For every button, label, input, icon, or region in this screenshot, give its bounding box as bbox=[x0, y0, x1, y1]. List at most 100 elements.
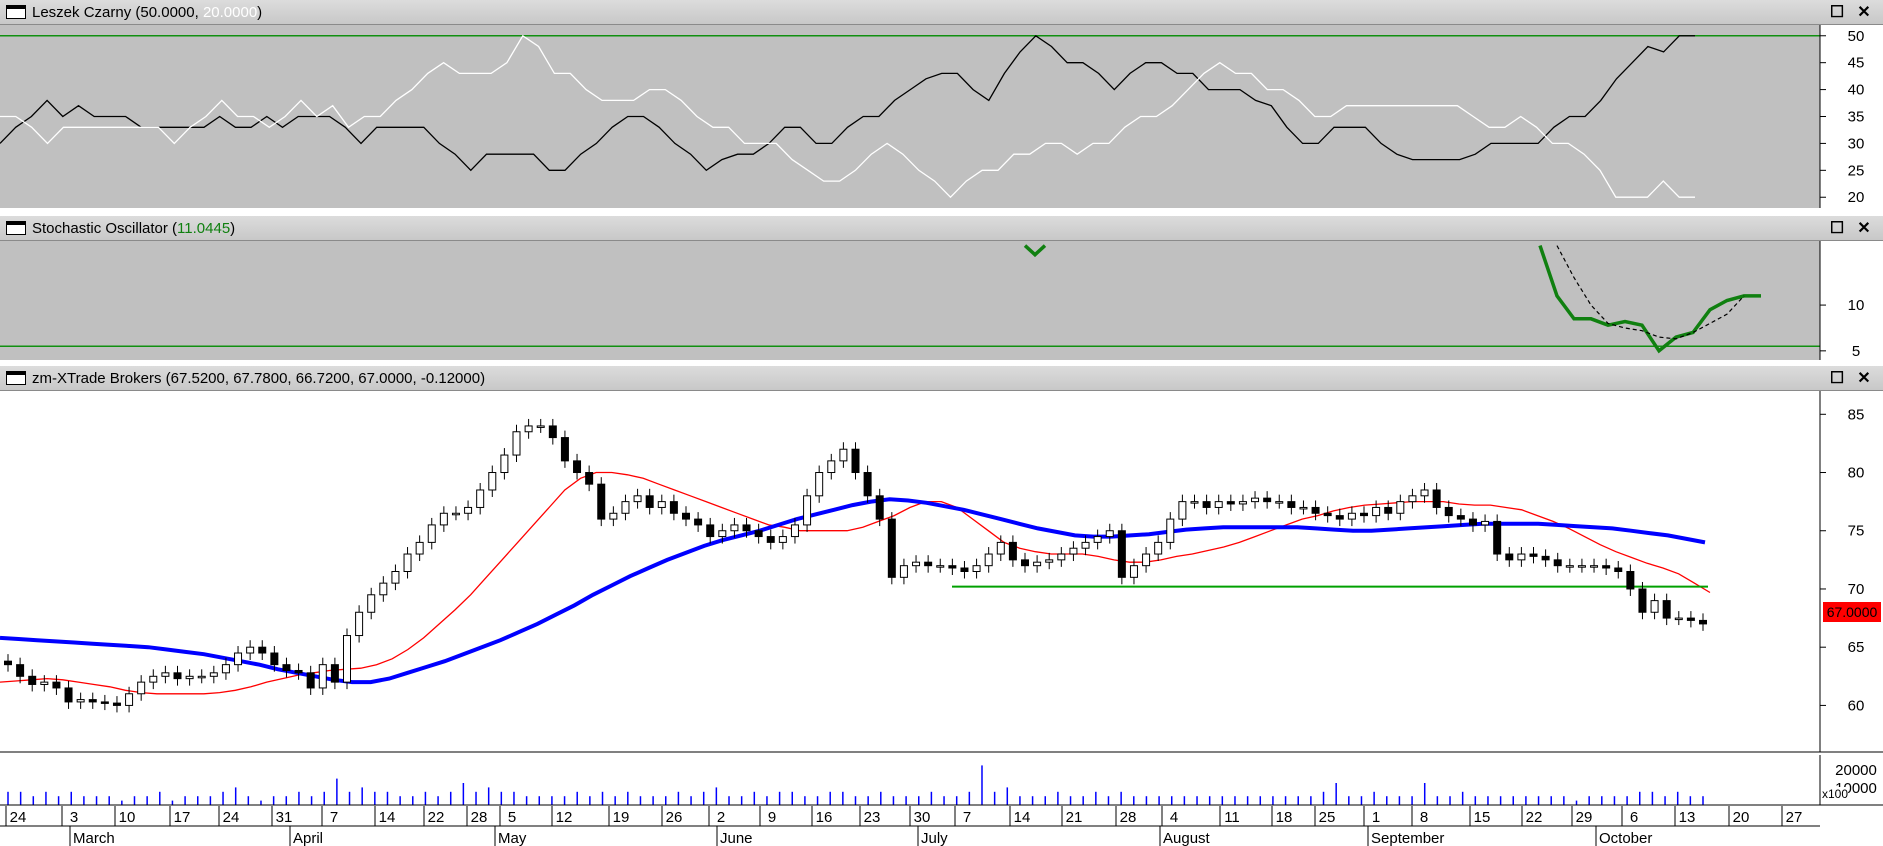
price-candle-body bbox=[379, 582, 388, 596]
price-candle-body bbox=[1553, 559, 1562, 567]
price-candle-body bbox=[1565, 565, 1574, 568]
panel-window-icon bbox=[6, 221, 26, 235]
date-day-label: 28 bbox=[1120, 809, 1137, 826]
leszek-maximize-icon[interactable]: ☐ bbox=[1829, 4, 1845, 21]
date-month-label: March bbox=[73, 830, 115, 846]
price-panel: 60 65 70 75 80 85 bbox=[0, 391, 1883, 753]
leszek-line-black bbox=[0, 34, 1695, 172]
leszek-line-white bbox=[0, 34, 1695, 199]
price-close-icon[interactable]: ✕ bbox=[1857, 370, 1871, 387]
date-day-label: 13 bbox=[1679, 809, 1696, 826]
price-candle-body bbox=[1541, 555, 1550, 561]
price-candle-body bbox=[1626, 571, 1635, 590]
price-panel-title: zm-XTrade Brokers (67.5200, 67.7800, 66.… bbox=[32, 370, 486, 387]
price-candle-body bbox=[1275, 501, 1284, 504]
date-day-label: 16 bbox=[816, 809, 833, 826]
price-candle-body bbox=[88, 699, 97, 703]
leszek-panel: 20 25 30 35 40 45 50 bbox=[0, 25, 1883, 208]
price-candle-body bbox=[778, 536, 787, 543]
date-day-label: 24 bbox=[223, 809, 240, 826]
leszek-title-close: ) bbox=[257, 4, 263, 21]
price-candle-body bbox=[585, 472, 594, 485]
stochastic-title-text: Stochastic Oscillator ( bbox=[32, 220, 178, 237]
stochastic-plot-background bbox=[0, 241, 1820, 360]
price-candle-body bbox=[282, 664, 291, 671]
date-day-label: 21 bbox=[1066, 809, 1083, 826]
date-day-label: 3 bbox=[70, 809, 78, 826]
leszek-y-tick-label: 45 bbox=[1848, 55, 1865, 72]
price-candle-body bbox=[64, 687, 73, 703]
price-candle-body bbox=[28, 675, 37, 685]
price-candle-body bbox=[439, 512, 448, 526]
price-candle-body bbox=[706, 524, 715, 538]
price-candle-body bbox=[234, 652, 243, 666]
price-candle-body bbox=[766, 536, 775, 543]
price-candle-body bbox=[875, 495, 884, 520]
price-candle-body bbox=[16, 664, 25, 677]
leszek-y-tick-label: 20 bbox=[1848, 189, 1865, 206]
price-candle-body bbox=[1081, 541, 1090, 549]
price-candle-body bbox=[645, 495, 654, 508]
date-day-label: 29 bbox=[1576, 809, 1593, 826]
price-candle-body bbox=[984, 553, 993, 567]
price-candle-body bbox=[657, 501, 666, 508]
price-candle-body bbox=[815, 472, 824, 497]
date-day-label: 10 bbox=[119, 809, 136, 826]
date-month-label: September bbox=[1371, 830, 1444, 846]
price-candle-body bbox=[754, 530, 763, 538]
price-candle-body bbox=[536, 425, 545, 428]
price-candle-body bbox=[258, 646, 267, 654]
price-candle-body bbox=[246, 646, 255, 654]
price-candle-body bbox=[512, 431, 521, 456]
stochastic-line-k bbox=[1023, 244, 1047, 258]
price-panel-titlebar: zm-XTrade Brokers (67.5200, 67.7800, 66.… bbox=[0, 366, 1883, 391]
price-candle-body bbox=[1033, 561, 1042, 567]
price-candle-body bbox=[476, 489, 485, 508]
date-day-label: 5 bbox=[508, 809, 516, 826]
date-day-label: 17 bbox=[174, 809, 191, 826]
last-price-label: 67.0000 bbox=[1823, 602, 1881, 622]
price-candle-body bbox=[1396, 501, 1405, 514]
price-candle-body bbox=[1178, 501, 1187, 520]
leszek-close-icon[interactable]: ✕ bbox=[1857, 4, 1871, 21]
price-candle-body bbox=[403, 553, 412, 573]
price-candle-body bbox=[924, 561, 933, 567]
date-day-label: 4 bbox=[1170, 809, 1178, 826]
leszek-axis-background bbox=[1820, 25, 1883, 208]
date-day-label: 7 bbox=[330, 809, 338, 826]
volume-plot-background bbox=[0, 755, 1883, 805]
price-candle-body bbox=[597, 483, 606, 520]
price-candle-body bbox=[1347, 512, 1356, 520]
stochastic-panel-titlebar: Stochastic Oscillator (11.0445) ☐ ✕ bbox=[0, 216, 1883, 241]
price-candle-body bbox=[1590, 565, 1599, 568]
stochastic-maximize-icon[interactable]: ☐ bbox=[1829, 220, 1845, 237]
price-maximize-icon[interactable]: ☐ bbox=[1829, 370, 1845, 387]
price-candle-body bbox=[500, 454, 509, 474]
price-candle-body bbox=[1045, 559, 1054, 563]
price-candle-body bbox=[1420, 489, 1429, 497]
price-candle-body bbox=[948, 565, 957, 569]
price-candle-body bbox=[730, 524, 739, 532]
price-y-tick-label: 60 bbox=[1848, 697, 1865, 714]
price-candle-body bbox=[161, 672, 170, 677]
price-candle-body bbox=[1577, 565, 1586, 568]
price-y-tick-label: 85 bbox=[1848, 406, 1865, 423]
date-axis: 24 3 10 17 24 31 7 14 22 28 5 12 19 26 2 9 16 23 30 7 14 21 28… bbox=[0, 806, 1883, 846]
price-candle-body bbox=[1154, 541, 1163, 555]
price-candle-body bbox=[609, 512, 618, 520]
stochastic-y-tick-label: 5 bbox=[1852, 343, 1860, 360]
price-candle-body bbox=[633, 495, 642, 503]
date-day-label: 15 bbox=[1474, 809, 1491, 826]
stochastic-panel: 5 10 bbox=[0, 241, 1883, 360]
price-candle-body bbox=[899, 565, 908, 578]
price-candle-body bbox=[1238, 501, 1247, 505]
price-candle-body bbox=[1057, 553, 1066, 561]
price-candle-body bbox=[355, 611, 364, 637]
date-day-label: 19 bbox=[613, 809, 630, 826]
price-candle-body bbox=[1251, 497, 1260, 503]
stochastic-close-icon[interactable]: ✕ bbox=[1857, 220, 1871, 237]
date-day-label: 2 bbox=[717, 809, 725, 826]
price-candle-body bbox=[912, 561, 921, 567]
